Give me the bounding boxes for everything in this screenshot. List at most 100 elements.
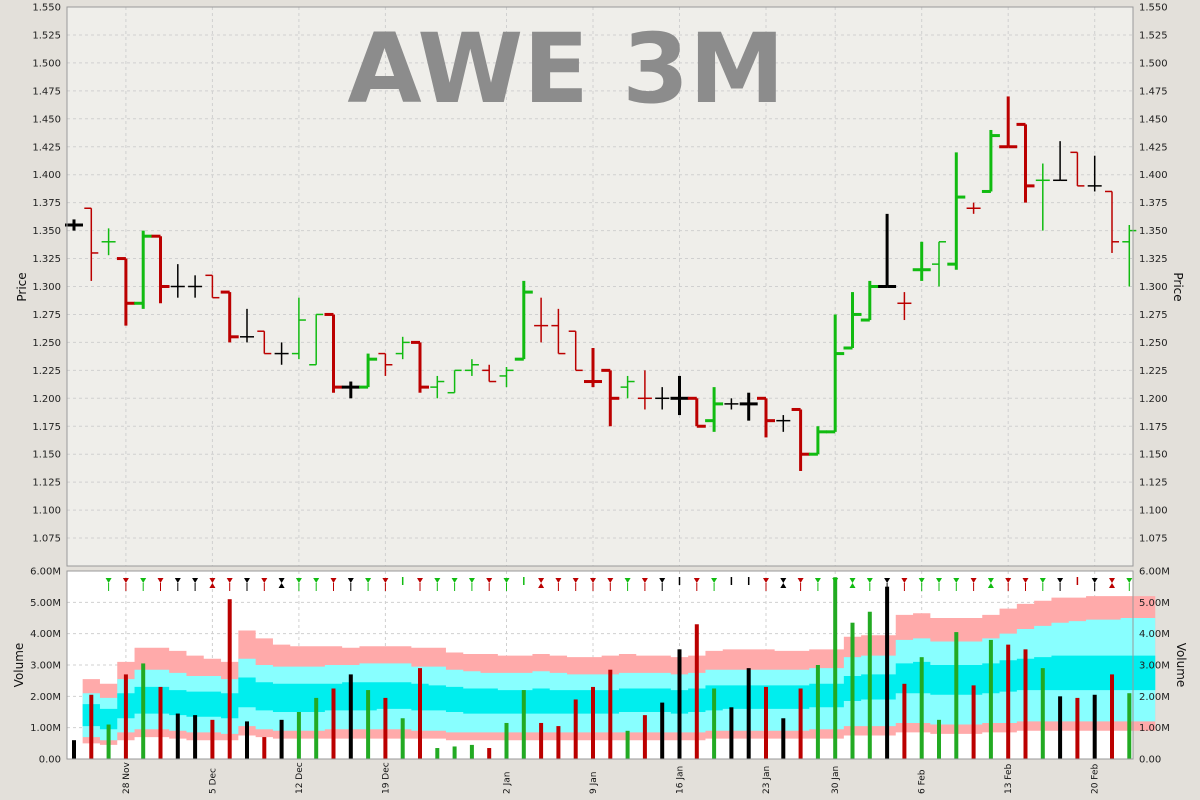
volume-bar xyxy=(798,688,803,759)
price-tick-label-right: 1.300 xyxy=(1139,282,1168,293)
volume-bar xyxy=(245,721,249,759)
volume-tick-label-right: 3.00M xyxy=(1139,661,1170,672)
signal-down-arrow xyxy=(1005,578,1012,583)
volume-bar xyxy=(262,737,267,759)
volume-bar xyxy=(573,699,578,759)
volume-bar xyxy=(1040,668,1045,759)
volume-bar xyxy=(660,702,665,759)
price-tick-label-right: 1.075 xyxy=(1139,534,1168,545)
price-tick-label-right: 1.250 xyxy=(1139,338,1168,349)
volume-tick-label-left: 1.00M xyxy=(30,723,61,734)
volume-bar xyxy=(418,668,422,759)
chart-title: AWE 3M xyxy=(347,13,784,125)
signal-down-arrow xyxy=(780,578,787,583)
volume-bar xyxy=(781,718,786,759)
volume-bar xyxy=(366,690,371,759)
signal-down-arrow xyxy=(347,578,354,583)
volume-bar xyxy=(469,744,474,759)
volume-bar xyxy=(867,611,872,759)
signal-up-arrow xyxy=(278,583,285,588)
volume-bar xyxy=(712,688,717,759)
price-tick-label-left: 1.300 xyxy=(32,282,61,293)
signal-down-arrow xyxy=(866,578,873,583)
price-tick-label-right: 1.350 xyxy=(1139,226,1168,237)
price-tick-label-left: 1.225 xyxy=(32,366,61,377)
date-tick-label: 19 Dec xyxy=(381,762,391,794)
volume-bar xyxy=(885,586,890,759)
volume-bar xyxy=(279,719,284,759)
volume-bar xyxy=(141,663,146,759)
price-axis-label-right: Price xyxy=(1171,272,1185,301)
signal-up-arrow xyxy=(987,583,994,588)
price-tick-label-left: 1.175 xyxy=(32,422,61,433)
volume-bar xyxy=(1110,674,1114,759)
signal-down-arrow xyxy=(486,578,493,583)
signal-down-arrow xyxy=(970,578,977,583)
volume-bar xyxy=(815,665,820,759)
price-tick-label-left: 1.250 xyxy=(32,338,61,349)
volume-bar xyxy=(625,730,630,759)
date-tick-label: 2 Jan xyxy=(503,772,513,794)
volume-bar xyxy=(954,632,959,759)
volume-bar xyxy=(296,712,301,759)
signal-down-arrow xyxy=(244,578,250,583)
date-tick-label: 23 Jan xyxy=(762,766,772,794)
volume-tick-label-right: 4.00M xyxy=(1139,629,1170,640)
volume-bar xyxy=(210,719,215,759)
price-tick-label-right: 1.500 xyxy=(1139,58,1168,69)
price-tick-label-right: 1.150 xyxy=(1139,450,1168,461)
volume-tick-label-left: 4.00M xyxy=(30,629,61,640)
signal-down-arrow xyxy=(468,578,475,583)
signal-down-arrow xyxy=(226,578,233,583)
volume-tick-label-left: 3.00M xyxy=(30,661,61,672)
axis-ticks: 1.075 1.075 1.100 1.100 1.125 1.125 1.150 1.150… xyxy=(30,3,1170,795)
price-tick-label-right: 1.200 xyxy=(1139,394,1168,405)
date-tick-label: 20 Feb xyxy=(1091,763,1101,794)
price-tick-label-left: 1.075 xyxy=(32,534,61,545)
price-tick-label-right: 1.425 xyxy=(1139,142,1168,153)
price-tick-label-left: 1.400 xyxy=(32,170,61,181)
volume-tick-label-left: 5.00M xyxy=(30,598,61,609)
signal-down-arrow xyxy=(987,578,994,583)
price-tick-label-right: 1.375 xyxy=(1139,198,1168,209)
price-tick-label-left: 1.350 xyxy=(32,226,61,237)
volume-bar xyxy=(1127,693,1132,759)
volume-bar xyxy=(348,674,353,759)
signal-down-arrow xyxy=(451,578,458,583)
price-tick-label-left: 1.125 xyxy=(32,478,61,489)
signal-down-arrow xyxy=(1126,578,1133,583)
signal-down-arrow xyxy=(711,578,718,583)
price-tick-label-right: 1.225 xyxy=(1139,366,1168,377)
volume-tick-label-left: 2.00M xyxy=(30,692,61,703)
date-tick-label: 12 Dec xyxy=(295,762,305,794)
signal-down-arrow xyxy=(105,578,112,583)
volume-bar xyxy=(72,740,76,759)
volume-bar xyxy=(971,685,976,759)
volume-bar xyxy=(764,686,768,759)
price-tick-label-left: 1.375 xyxy=(32,198,61,209)
signal-up-arrow xyxy=(780,583,787,588)
signal-up-arrow xyxy=(1109,583,1115,588)
signal-down-arrow xyxy=(295,578,302,583)
volume-bar xyxy=(902,683,907,759)
date-tick-label: 30 Jan xyxy=(831,766,841,794)
date-tick-label: 6 Feb xyxy=(918,769,928,794)
signal-down-arrow xyxy=(572,578,579,583)
volume-bar xyxy=(988,639,993,759)
volume-bar xyxy=(452,746,457,759)
volume-bar xyxy=(539,722,544,759)
signal-down-arrow xyxy=(330,578,337,583)
volume-bar xyxy=(1075,697,1080,759)
signal-down-arrow xyxy=(832,578,839,583)
signal-down-arrow xyxy=(261,578,268,583)
volume-bar xyxy=(400,718,405,759)
signal-down-arrow xyxy=(693,578,700,583)
signal-down-arrow xyxy=(417,578,423,583)
price-tick-label-right: 1.175 xyxy=(1139,422,1168,433)
price-tick-label-right: 1.525 xyxy=(1139,30,1168,41)
signal-down-arrow xyxy=(814,578,821,583)
signal-down-arrow xyxy=(849,578,856,583)
volume-bar xyxy=(1023,649,1028,759)
signal-down-arrow xyxy=(659,578,666,583)
